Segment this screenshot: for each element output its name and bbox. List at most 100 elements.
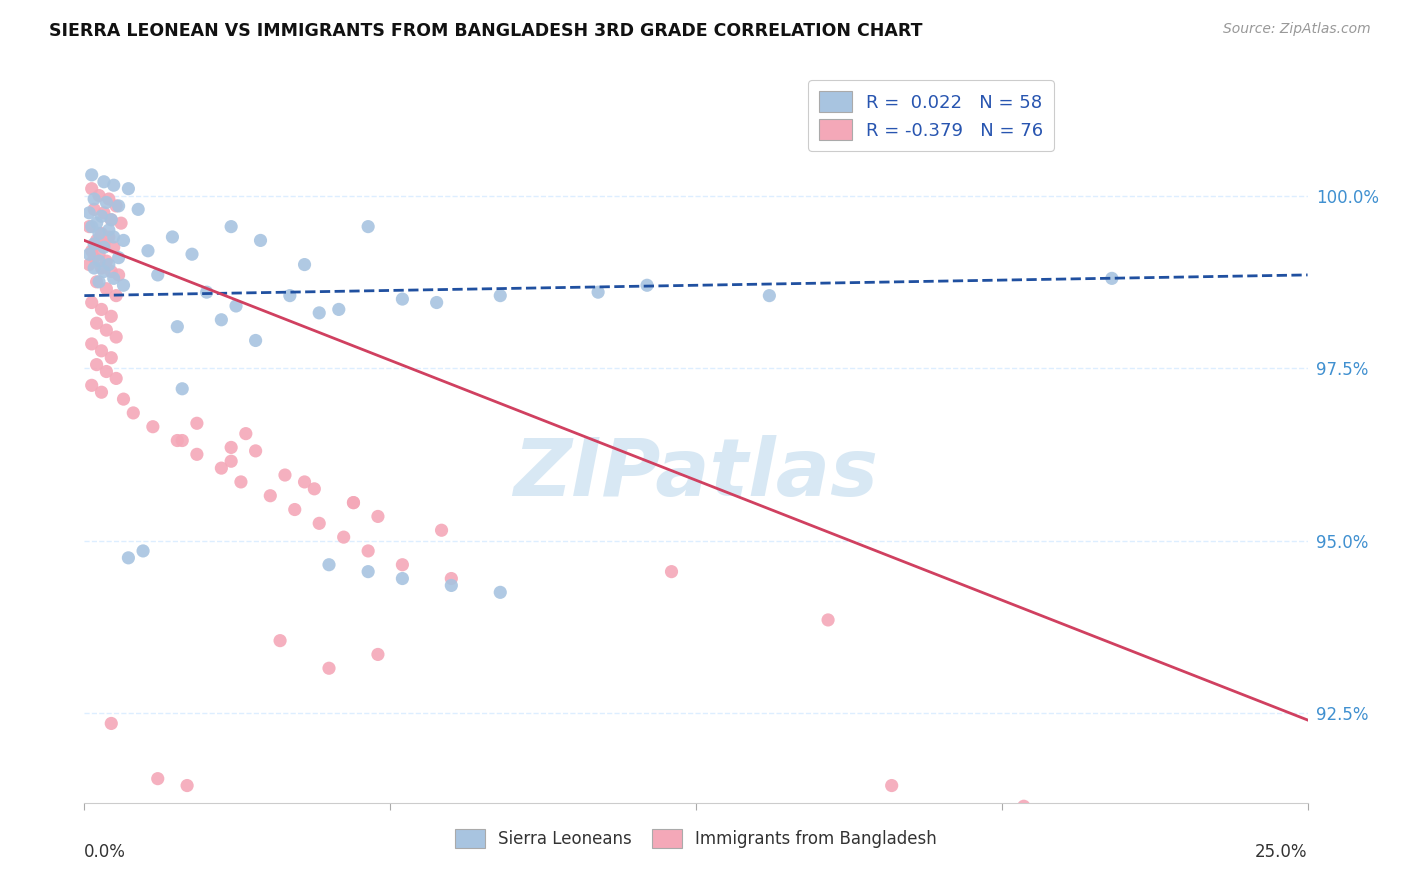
Point	[105, 288, 128, 302]
Point	[430, 523, 453, 537]
Point	[103, 178, 125, 193]
Point	[86, 234, 108, 248]
Point	[77, 219, 100, 234]
Point	[186, 417, 208, 431]
Point	[122, 406, 145, 420]
Point	[245, 443, 267, 458]
Point	[229, 475, 252, 489]
Point	[103, 240, 125, 254]
Point	[284, 502, 307, 516]
Point	[90, 209, 112, 223]
Point	[96, 195, 118, 210]
Point	[77, 206, 100, 220]
Point	[440, 572, 463, 586]
Point	[209, 312, 232, 326]
Point	[357, 219, 380, 234]
Point	[93, 236, 115, 251]
Point	[249, 234, 271, 248]
Point	[817, 613, 839, 627]
Point	[83, 192, 105, 206]
Point	[186, 447, 208, 461]
Point	[87, 227, 110, 241]
Point	[209, 461, 232, 475]
Point	[318, 661, 340, 675]
Point	[107, 268, 129, 282]
Point	[166, 434, 188, 448]
Point	[328, 302, 350, 317]
Point	[105, 330, 128, 344]
Point	[77, 258, 100, 272]
Text: ZIPatlas: ZIPatlas	[513, 434, 879, 513]
Point	[80, 182, 103, 196]
Point	[489, 585, 512, 599]
Point	[83, 260, 105, 275]
Point	[83, 202, 105, 217]
Point	[96, 254, 118, 268]
Point	[100, 212, 122, 227]
Point	[181, 247, 204, 261]
Point	[87, 188, 110, 202]
Point	[93, 240, 115, 254]
Point	[93, 264, 115, 278]
Point	[112, 392, 135, 406]
Point	[166, 319, 188, 334]
Point	[127, 202, 149, 217]
Point	[245, 334, 267, 348]
Point	[83, 236, 105, 251]
Point	[586, 285, 609, 300]
Point	[342, 495, 364, 509]
Point	[87, 247, 110, 261]
Point	[96, 282, 118, 296]
Point	[117, 182, 139, 196]
Point	[105, 199, 128, 213]
Point	[357, 544, 380, 558]
Point	[294, 258, 316, 272]
Point	[391, 558, 413, 572]
Point	[93, 206, 115, 220]
Point	[308, 306, 330, 320]
Point	[80, 378, 103, 392]
Point	[274, 468, 297, 483]
Point	[110, 216, 132, 230]
Point	[86, 275, 108, 289]
Text: 25.0%: 25.0%	[1256, 843, 1308, 861]
Point	[107, 251, 129, 265]
Text: SIERRA LEONEAN VS IMMIGRANTS FROM BANGLADESH 3RD GRADE CORRELATION CHART: SIERRA LEONEAN VS IMMIGRANTS FROM BANGLA…	[49, 22, 922, 40]
Point	[90, 302, 112, 317]
Point	[97, 258, 120, 272]
Point	[100, 264, 122, 278]
Point	[142, 419, 165, 434]
Point	[80, 219, 103, 234]
Point	[112, 234, 135, 248]
Point	[90, 227, 112, 241]
Point	[332, 530, 354, 544]
Point	[100, 212, 122, 227]
Point	[86, 316, 108, 330]
Point	[97, 230, 120, 244]
Point	[219, 219, 242, 234]
Point	[269, 633, 291, 648]
Point	[87, 254, 110, 268]
Point	[112, 278, 135, 293]
Point	[235, 426, 257, 441]
Point	[1101, 271, 1123, 285]
Point	[219, 441, 242, 455]
Point	[489, 288, 512, 302]
Text: 0.0%: 0.0%	[84, 843, 127, 861]
Point	[97, 223, 120, 237]
Point	[391, 572, 413, 586]
Point	[90, 260, 112, 275]
Point	[758, 288, 780, 302]
Point	[96, 365, 118, 379]
Point	[219, 454, 242, 468]
Point	[661, 565, 683, 579]
Point	[90, 385, 112, 400]
Point	[97, 192, 120, 206]
Point	[195, 285, 218, 300]
Point	[880, 779, 903, 793]
Point	[1012, 799, 1035, 814]
Point	[103, 271, 125, 285]
Point	[103, 230, 125, 244]
Point	[86, 358, 108, 372]
Point	[100, 310, 122, 324]
